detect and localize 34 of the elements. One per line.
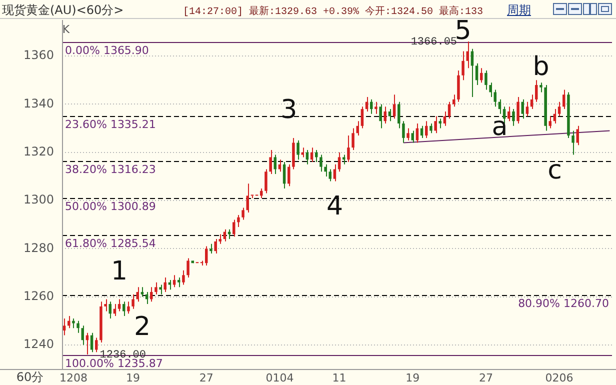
- y-tick-label: 1360: [23, 48, 54, 62]
- candlestick: [250, 194, 254, 199]
- annotation: b: [532, 52, 550, 82]
- x-tick-label: 19: [406, 371, 420, 384]
- y-tick-label: 1240: [23, 337, 54, 352]
- ref-line-label: 61.80% 1285.54: [65, 236, 156, 250]
- annotation: 3: [280, 95, 298, 126]
- x-tick-label: 19: [126, 371, 140, 384]
- x-tick-label: 27: [478, 371, 493, 384]
- text: 周期: [507, 2, 531, 19]
- annotation: 1: [111, 256, 128, 286]
- x-tick-label: 0206: [545, 371, 574, 384]
- ref-line-label: 38.20% 1316.23: [65, 162, 156, 176]
- annotation: 2: [134, 312, 150, 342]
- ref-line-label: 50.00% 1300.89: [65, 200, 156, 213]
- chart-subtitle: [14:27:00] 最新:1329.63 +0.39% 今开:1324.50 最高:133: [183, 4, 484, 18]
- ref-line-label: 80.90% 1260.70: [518, 296, 609, 310]
- annotation: K: [62, 22, 70, 36]
- annotation: a: [492, 112, 508, 142]
- y-tick-label: 1300: [23, 192, 54, 207]
- x-tick-label: 27: [199, 371, 214, 384]
- y-tick-label: 1260: [23, 288, 54, 303]
- x-tick-label: 1208: [59, 371, 88, 384]
- y-tick-label: 1320: [23, 144, 54, 159]
- chart-title: 现货黄金(AU)<60分>: [2, 2, 124, 19]
- ref-line-label: 23.60% 1335.21: [65, 118, 156, 131]
- ref-line-label: 0.00% 1365.90: [65, 44, 149, 57]
- y-tick-label: 1280: [23, 240, 54, 255]
- annotation: c: [548, 155, 562, 186]
- y-tick-label: 1340: [23, 96, 54, 110]
- x-tick-label: 11: [332, 371, 346, 384]
- x-axis-title: 60分: [16, 370, 44, 384]
- x-tick-label: 0104: [266, 371, 294, 384]
- annotation: 4: [326, 191, 343, 222]
